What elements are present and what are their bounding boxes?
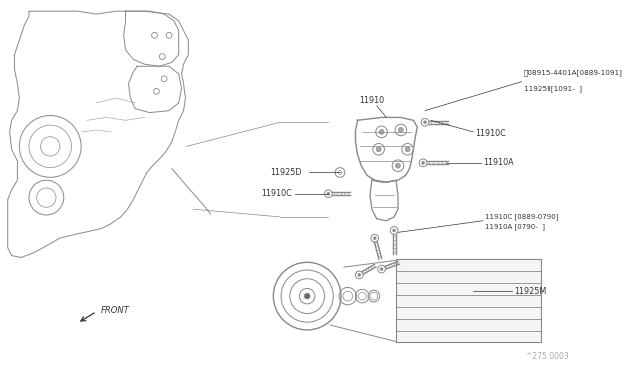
Circle shape bbox=[422, 161, 424, 164]
Circle shape bbox=[393, 229, 396, 232]
Text: 11925M: 11925M bbox=[514, 287, 546, 296]
Circle shape bbox=[380, 267, 383, 270]
Text: 11910C: 11910C bbox=[476, 129, 506, 138]
Circle shape bbox=[358, 273, 361, 276]
Circle shape bbox=[379, 129, 384, 134]
Text: 11910A: 11910A bbox=[483, 158, 513, 167]
Text: 11925Ⅱ[1091-  ]: 11925Ⅱ[1091- ] bbox=[524, 86, 582, 92]
Circle shape bbox=[399, 128, 403, 132]
Text: Ⓦ08915-4401A[0889-1091]: Ⓦ08915-4401A[0889-1091] bbox=[524, 69, 623, 76]
Text: 11925D: 11925D bbox=[271, 168, 302, 177]
Polygon shape bbox=[396, 259, 541, 343]
Circle shape bbox=[396, 163, 401, 168]
Circle shape bbox=[376, 147, 381, 152]
Text: 11910C [0889-0790]: 11910C [0889-0790] bbox=[485, 214, 558, 220]
Text: ^275 0003: ^275 0003 bbox=[527, 352, 569, 360]
Circle shape bbox=[405, 147, 410, 152]
Text: 11910C: 11910C bbox=[260, 189, 292, 198]
Circle shape bbox=[304, 293, 310, 299]
Circle shape bbox=[424, 121, 426, 124]
Text: FRONT: FRONT bbox=[100, 306, 129, 315]
Text: 11910: 11910 bbox=[359, 96, 385, 105]
Circle shape bbox=[373, 237, 376, 240]
Text: 11910A [0790-  ]: 11910A [0790- ] bbox=[485, 223, 545, 230]
Circle shape bbox=[327, 192, 330, 195]
